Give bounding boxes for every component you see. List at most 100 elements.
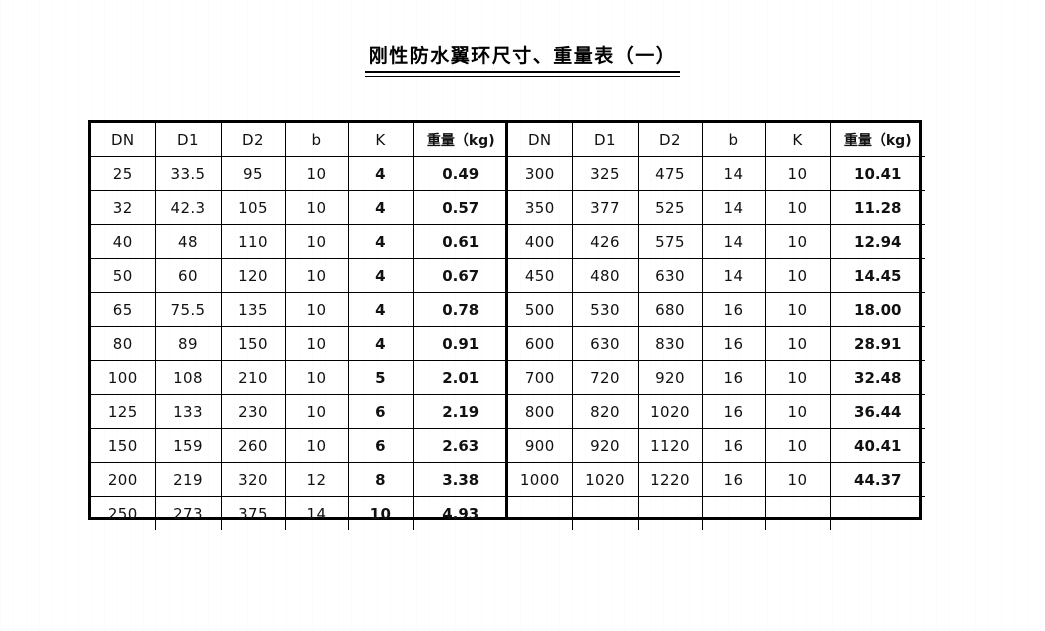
title-underline-upper xyxy=(364,71,681,73)
column-header-b: b xyxy=(701,123,766,157)
column-header-dn: DN xyxy=(91,123,156,157)
column-header-d1: D1 xyxy=(154,123,222,157)
column-header-d2: D2 xyxy=(220,123,286,157)
cell-dn: 32 xyxy=(91,190,156,225)
cell-weight: 32.48 xyxy=(829,360,925,395)
cell-weight: 10.41 xyxy=(829,156,925,191)
table-row: 800 820 1020 16 10 36.44 xyxy=(508,394,925,429)
cell-dn: 900 xyxy=(508,428,573,463)
column-header-k: K xyxy=(764,123,831,157)
cell-k: 10 xyxy=(764,394,831,429)
cell-dn: 25 xyxy=(91,156,156,191)
cell-weight: 0.57 xyxy=(412,190,508,225)
table-row: 250 273 375 14 10 4.93 xyxy=(91,496,508,530)
cell-k xyxy=(764,496,831,530)
cell-weight: 12.94 xyxy=(829,224,925,259)
cell-dn: 65 xyxy=(91,292,156,327)
table-row: 350 377 525 14 10 11.28 xyxy=(508,190,925,225)
cell-d1: 273 xyxy=(154,496,222,530)
table-row: 300 325 475 14 10 10.41 xyxy=(508,156,925,191)
table-row-empty xyxy=(508,496,925,530)
table-left: DN D1 D2 b K 重量（kg) 25 33.5 95 10 4 0.49 xyxy=(91,123,508,530)
column-header-d2: D2 xyxy=(637,123,703,157)
cell-k: 4 xyxy=(347,156,414,191)
cell-b: 16 xyxy=(701,292,766,327)
cell-weight: 18.00 xyxy=(829,292,925,327)
cell-b: 10 xyxy=(284,428,349,463)
cell-b: 14 xyxy=(701,156,766,191)
cell-k: 4 xyxy=(347,190,414,225)
cell-d1: 133 xyxy=(154,394,222,429)
cell-k: 4 xyxy=(347,224,414,259)
cell-k: 10 xyxy=(764,326,831,361)
cell-d1: 720 xyxy=(571,360,639,395)
cell-k: 10 xyxy=(764,156,831,191)
cell-k: 10 xyxy=(764,224,831,259)
cell-dn: 500 xyxy=(508,292,573,327)
page-title: 刚性防水翼环尺寸、重量表（一） xyxy=(368,45,677,67)
cell-weight: 2.01 xyxy=(412,360,508,395)
cell-dn: 450 xyxy=(508,258,573,293)
cell-b: 10 xyxy=(284,190,349,225)
table-half-right: DN D1 D2 b K 重量（kg) 300 325 475 14 10 10… xyxy=(508,123,925,530)
cell-d1: 530 xyxy=(571,292,639,327)
cell-weight: 0.61 xyxy=(412,224,508,259)
table-header-row: DN D1 D2 b K 重量（kg) xyxy=(508,123,925,157)
cell-k: 6 xyxy=(347,428,414,463)
cell-k: 10 xyxy=(764,360,831,395)
cell-k: 5 xyxy=(347,360,414,395)
table-row: 50 60 120 10 4 0.67 xyxy=(91,258,508,293)
column-header-dn: DN xyxy=(508,123,573,157)
table-row: 32 42.3 105 10 4 0.57 xyxy=(91,190,508,225)
cell-weight: 0.78 xyxy=(412,292,508,327)
cell-k: 10 xyxy=(764,190,831,225)
cell-b: 12 xyxy=(284,462,349,497)
cell-d2: 260 xyxy=(220,428,286,463)
table-row: 450 480 630 14 10 14.45 xyxy=(508,258,925,293)
title-inner: 刚性防水翼环尺寸、重量表（一） xyxy=(364,44,681,77)
cell-b: 10 xyxy=(284,360,349,395)
cell-d2: 95 xyxy=(220,156,286,191)
cell-d2: 1120 xyxy=(637,428,703,463)
cell-d1: 89 xyxy=(154,326,222,361)
cell-weight: 2.63 xyxy=(412,428,508,463)
cell-d2: 630 xyxy=(637,258,703,293)
cell-b: 10 xyxy=(284,326,349,361)
cell-dn: 40 xyxy=(91,224,156,259)
cell-d1: 60 xyxy=(154,258,222,293)
cell-d2: 210 xyxy=(220,360,286,395)
table-right: DN D1 D2 b K 重量（kg) 300 325 475 14 10 10… xyxy=(508,123,925,530)
cell-d2: 320 xyxy=(220,462,286,497)
cell-d1: 325 xyxy=(571,156,639,191)
cell-d1: 108 xyxy=(154,360,222,395)
cell-b: 10 xyxy=(284,224,349,259)
cell-d2: 1220 xyxy=(637,462,703,497)
cell-d1: 480 xyxy=(571,258,639,293)
cell-k: 10 xyxy=(764,258,831,293)
cell-weight: 0.49 xyxy=(412,156,508,191)
cell-d1: 33.5 xyxy=(154,156,222,191)
column-header-weight: 重量（kg) xyxy=(412,123,508,157)
cell-dn: 50 xyxy=(91,258,156,293)
cell-dn: 600 xyxy=(508,326,573,361)
table-row: 900 920 1120 16 10 40.41 xyxy=(508,428,925,463)
cell-d2: 110 xyxy=(220,224,286,259)
cell-weight xyxy=(829,496,925,530)
cell-dn xyxy=(508,496,573,530)
cell-b: 16 xyxy=(701,428,766,463)
table-left-body: 25 33.5 95 10 4 0.49 32 42.3 105 10 4 0.… xyxy=(91,156,508,530)
cell-b: 14 xyxy=(701,190,766,225)
cell-d2: 150 xyxy=(220,326,286,361)
cell-dn: 250 xyxy=(91,496,156,530)
cell-k: 4 xyxy=(347,292,414,327)
table-row: 150 159 260 10 6 2.63 xyxy=(91,428,508,463)
cell-b: 10 xyxy=(284,394,349,429)
table-half-left: DN D1 D2 b K 重量（kg) 25 33.5 95 10 4 0.49 xyxy=(91,123,508,530)
cell-dn: 125 xyxy=(91,394,156,429)
cell-weight: 2.19 xyxy=(412,394,508,429)
cell-weight: 11.28 xyxy=(829,190,925,225)
cell-d1 xyxy=(571,496,639,530)
table-row: 100 108 210 10 5 2.01 xyxy=(91,360,508,395)
column-header-k: K xyxy=(347,123,414,157)
cell-k: 10 xyxy=(764,292,831,327)
